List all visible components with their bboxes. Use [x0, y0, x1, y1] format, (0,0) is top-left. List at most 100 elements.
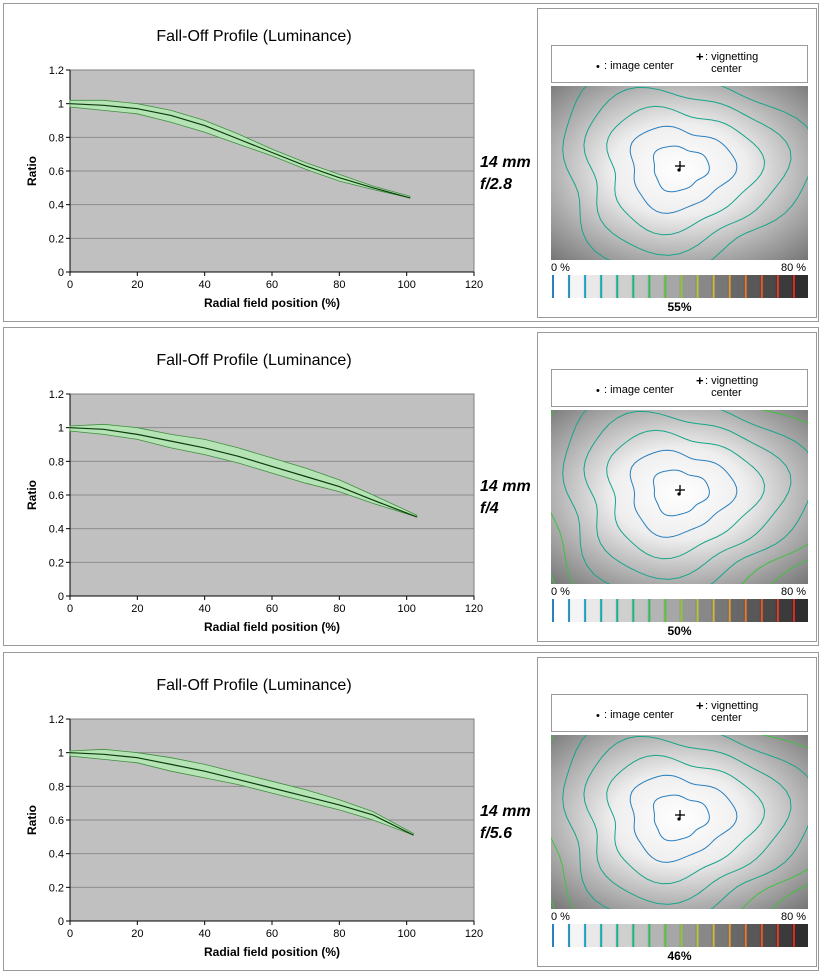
x-tick-label: 40	[199, 603, 211, 615]
contour-line	[562, 410, 808, 584]
scale-max-label: 80 %	[781, 911, 807, 923]
scale-segment	[791, 924, 808, 947]
y-tick-label: 0.2	[49, 557, 64, 569]
x-tick-label: 20	[131, 928, 143, 940]
contour-line	[629, 449, 738, 538]
aperture-label: f/2.8	[480, 176, 513, 193]
vignetting-percent: 55%	[667, 300, 692, 314]
contour-line	[551, 410, 808, 584]
scale-segment	[743, 924, 761, 947]
x-tick-label: 60	[266, 279, 278, 291]
scale-segment	[615, 924, 632, 947]
contour-line	[652, 794, 710, 842]
contour-line	[629, 774, 738, 863]
scale-segment	[551, 924, 568, 947]
scale-segment	[791, 599, 808, 622]
y-tick-label: 1	[58, 99, 64, 111]
x-tick-label: 20	[131, 603, 143, 615]
scale-segment	[711, 275, 729, 298]
scale-segment	[615, 275, 632, 298]
image-center-label: : image center	[604, 60, 674, 72]
scale-segment	[599, 924, 616, 947]
center-dot-symbol: •	[596, 385, 600, 397]
contour-line	[583, 86, 792, 256]
y-tick-label: 0.6	[49, 490, 64, 502]
chart-title: Fall-Off Profile (Luminance)	[156, 352, 352, 369]
falloff-chart-1: 0 0.2 0.4 0.6 0.8 1 1.2 0 20 40 60 80 100 120 Radial f…	[25, 65, 483, 310]
lens-settings: 14 mm f/2.8	[480, 152, 531, 196]
y-tick-label: 0	[58, 267, 64, 279]
scale-segment	[663, 599, 680, 622]
x-tick-label: 120	[465, 603, 483, 615]
x-tick-label: 100	[397, 279, 415, 291]
y-tick-label: 1	[58, 748, 64, 760]
y-tick-label: 0.8	[49, 132, 64, 144]
x-tick-label: 120	[465, 928, 483, 940]
x-tick-label: 40	[199, 928, 211, 940]
x-tick-label: 80	[333, 279, 345, 291]
scale-segment	[583, 924, 600, 947]
scale-segment	[791, 275, 808, 298]
scale-segment	[759, 599, 777, 622]
scale-segment	[583, 275, 600, 298]
y-tick-label: 1.2	[49, 65, 64, 77]
falloff-chart-3: 0 0.2 0.4 0.6 0.8 1 1.2 0 20 40 60 80 100 120 Radial f…	[25, 714, 483, 959]
x-tick-label: 0	[67, 279, 73, 291]
vignetting-panel-1: 0 0.2 0.4 0.6 0.8 1 1.2 0 20 40 60 80 100 120 Radial f…	[3, 3, 819, 322]
x-tick-label: 100	[397, 603, 415, 615]
vignetting-percent: 46%	[667, 949, 692, 963]
y-tick-label: 0.8	[49, 781, 64, 793]
y-tick-label: 0.2	[49, 233, 64, 245]
lens-settings: 14 mm f/5.6	[480, 801, 531, 845]
plus-symbol: +	[696, 373, 704, 388]
image-center-label: : image center	[604, 709, 674, 721]
vignetting-contour-map	[551, 735, 808, 909]
y-tick-label: 1.2	[49, 389, 64, 401]
scale-segment	[583, 599, 600, 622]
map-legend: • : image center + : vignetting center	[551, 369, 808, 407]
vignetting-map-box: • : image center + : vignetting center 0…	[537, 8, 817, 318]
y-tick-label: 0.8	[49, 456, 64, 468]
vignetting-map-box: • : image center + : vignetting center 0…	[537, 657, 817, 967]
aperture-label: f/4	[480, 500, 499, 517]
scale-segment	[615, 599, 632, 622]
contour-line	[562, 735, 808, 909]
scale-min-label: 0 %	[551, 262, 570, 274]
deviation-band	[69, 423, 418, 518]
x-tick-label: 0	[67, 603, 73, 615]
scale-segment	[599, 599, 616, 622]
contour-line	[606, 429, 766, 560]
scale-segment	[711, 924, 729, 947]
y-tick-label: 0.4	[49, 524, 64, 536]
scale-segment	[663, 924, 680, 947]
image-center-label: : image center	[604, 384, 674, 396]
scale-segment	[679, 275, 697, 298]
aperture-label: f/5.6	[480, 825, 513, 842]
y-tick-label: 1.2	[49, 714, 64, 726]
scale-segment	[727, 599, 745, 622]
scale-max-label: 80 %	[781, 586, 807, 598]
chart-title: Fall-Off Profile (Luminance)	[156, 677, 352, 694]
falloff-chart-2: 0 0.2 0.4 0.6 0.8 1 1.2 0 20 40 60 80 100 120 Radial f…	[25, 389, 483, 634]
scale-bar	[551, 924, 808, 947]
scale-segment	[647, 924, 664, 947]
y-axis-label: Ratio	[25, 805, 39, 835]
map-legend: • : image center + : vignetting center	[551, 694, 808, 732]
y-axis-label: Ratio	[25, 480, 39, 510]
x-tick-label: 100	[397, 928, 415, 940]
scale-min-label: 0 %	[551, 911, 570, 923]
scale-segment	[599, 275, 616, 298]
y-tick-label: 0	[58, 591, 64, 603]
x-tick-label: 80	[333, 928, 345, 940]
contour-line	[606, 754, 766, 885]
scale-max-label: 80 %	[781, 262, 807, 274]
vignetting-center-label: : vignetting center	[705, 375, 759, 399]
scale-segment	[759, 924, 777, 947]
scale-segment	[647, 275, 664, 298]
scale-segment	[663, 275, 680, 298]
scale-segment	[695, 275, 713, 298]
contour-line	[606, 105, 766, 236]
scale-segment	[647, 599, 664, 622]
scale-segment	[711, 599, 729, 622]
scale-bar	[551, 599, 808, 622]
